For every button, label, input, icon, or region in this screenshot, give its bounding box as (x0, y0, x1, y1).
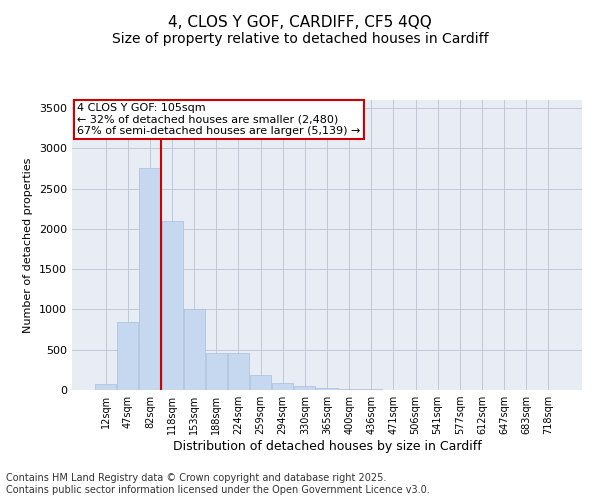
Bar (295, 386, 316, 390)
Bar (161, 221, 182, 390)
Bar (118, 322, 139, 390)
Bar (338, 389, 359, 390)
Bar (250, 374, 271, 390)
Y-axis label: Number of detached properties: Number of detached properties (23, 158, 34, 332)
Bar (184, 308, 205, 390)
Bar (272, 383, 293, 390)
Bar (95, 384, 116, 390)
X-axis label: Distribution of detached houses by size in Cardiff: Distribution of detached houses by size … (173, 440, 481, 453)
Bar (228, 353, 249, 390)
Bar (316, 388, 338, 390)
Text: Contains HM Land Registry data © Crown copyright and database right 2025.
Contai: Contains HM Land Registry data © Crown c… (6, 474, 430, 495)
Bar (206, 353, 227, 390)
Text: 4 CLOS Y GOF: 105sqm
← 32% of detached houses are smaller (2,480)
67% of semi-de: 4 CLOS Y GOF: 105sqm ← 32% of detached h… (77, 103, 361, 136)
Text: 4, CLOS Y GOF, CARDIFF, CF5 4QQ: 4, CLOS Y GOF, CARDIFF, CF5 4QQ (168, 15, 432, 30)
Text: Size of property relative to detached houses in Cardiff: Size of property relative to detached ho… (112, 32, 488, 46)
Bar (139, 168, 160, 390)
